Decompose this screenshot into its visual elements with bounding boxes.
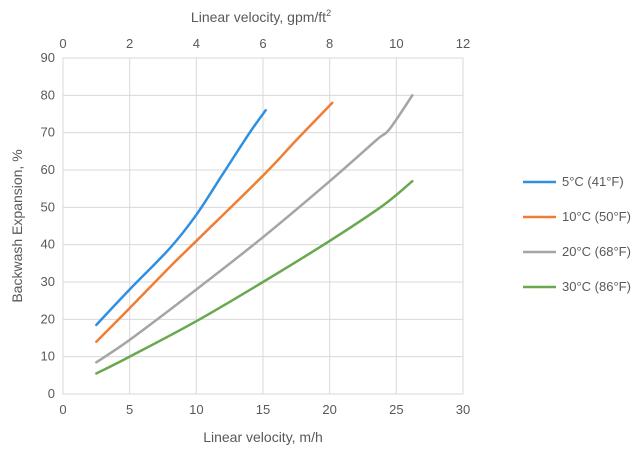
x-tick-label: 5 — [126, 402, 133, 417]
y-tick-label: 60 — [41, 162, 55, 177]
series-line — [95, 179, 414, 375]
series-line — [95, 109, 267, 327]
x2-tick-label: 0 — [59, 36, 66, 51]
x-tick-label: 25 — [389, 402, 403, 417]
x2-tick-label: 6 — [259, 36, 266, 51]
grid-layer — [62, 57, 464, 395]
x-tick-label: 30 — [456, 402, 470, 417]
legend: 5°C (41°F) 10°C (50°F) 20°C (68°F) 30°C (86… — [523, 174, 631, 294]
legend-label: 20°C (68°F) — [562, 244, 631, 259]
y-tick-label: 90 — [41, 50, 55, 65]
axis-layer: 0 10 20 30 40 50 60 70 80 90 0 5 10 15 20 25 30 0 2 4 6 8 10 12 — [41, 36, 471, 417]
x2-tick-label: 4 — [193, 36, 200, 51]
x2-axis-title: Linear velocity, gpm/ft2 — [191, 8, 331, 25]
x-tick-label: 15 — [256, 402, 270, 417]
legend-label: 5°C (41°F) — [562, 174, 624, 189]
x-tick-label: 0 — [59, 402, 66, 417]
series-line — [95, 101, 334, 343]
y-tick-label: 20 — [41, 311, 55, 326]
y-tick-label: 50 — [41, 199, 55, 214]
legend-label: 10°C (50°F) — [562, 209, 631, 224]
x2-tick-label: 10 — [389, 36, 403, 51]
x2-tick-label: 8 — [326, 36, 333, 51]
x-tick-label: 20 — [322, 402, 336, 417]
series-line — [95, 94, 414, 364]
series-layer — [95, 94, 414, 375]
y-tick-label: 10 — [41, 349, 55, 364]
x-axis-title: Linear velocity, m/h — [203, 429, 323, 445]
x2-tick-label: 2 — [126, 36, 133, 51]
x-tick-label: 10 — [189, 402, 203, 417]
y-axis-title: Backwash Expansion, % — [9, 149, 25, 302]
x2-tick-label: 12 — [456, 36, 470, 51]
y-tick-label: 80 — [41, 87, 55, 102]
y-tick-label: 30 — [41, 274, 55, 289]
y-tick-label: 0 — [48, 386, 55, 401]
y-tick-label: 40 — [41, 237, 55, 252]
y-tick-label: 70 — [41, 125, 55, 140]
legend-label: 30°C (86°F) — [562, 279, 631, 294]
